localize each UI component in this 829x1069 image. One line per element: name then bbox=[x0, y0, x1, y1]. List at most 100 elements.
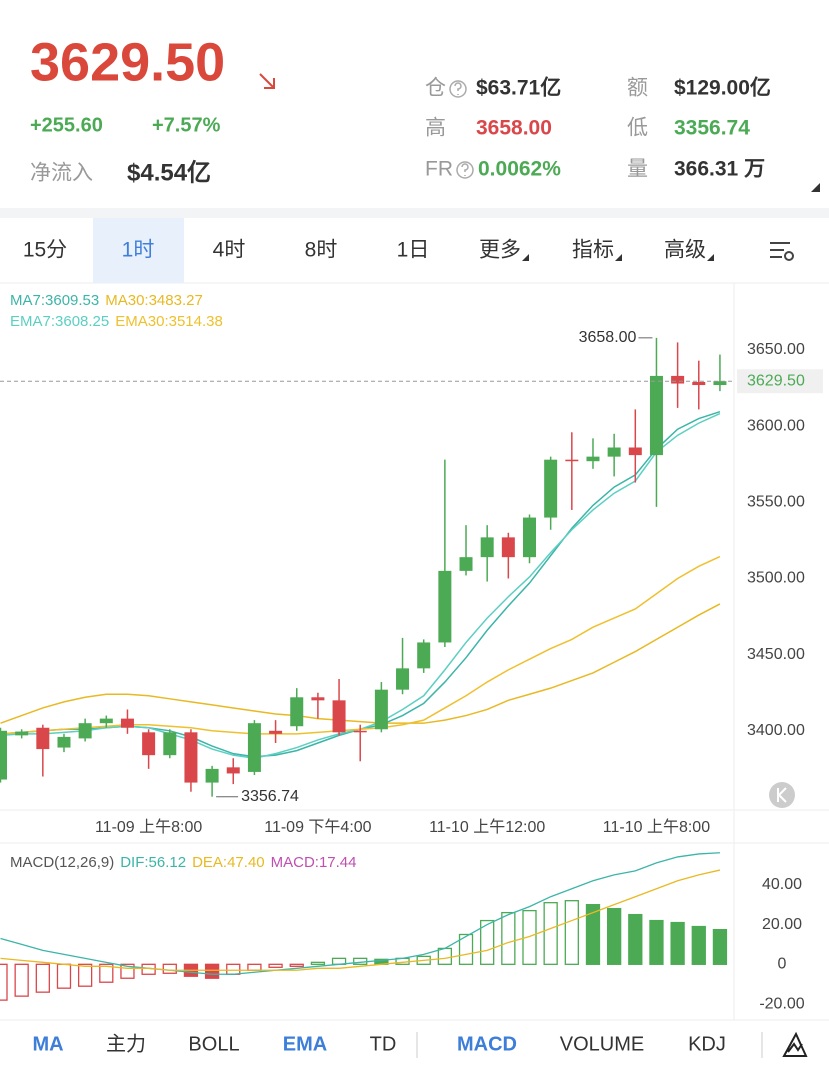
candle-body bbox=[374, 689, 388, 730]
x-tick-label: 11-09 上午8:00 bbox=[95, 818, 202, 836]
candle-body bbox=[396, 668, 410, 690]
tab[interactable]: 高级 bbox=[664, 239, 706, 262]
candle-body bbox=[205, 768, 219, 783]
macd-bar bbox=[564, 900, 579, 965]
draw-icon[interactable] bbox=[782, 1031, 808, 1057]
ma-line bbox=[0, 603, 721, 724]
dropdown-triangle bbox=[615, 254, 622, 261]
candle-body bbox=[36, 727, 50, 750]
stat-label: 高 bbox=[425, 117, 446, 140]
indicator-tab[interactable]: EMA bbox=[283, 1033, 327, 1055]
legend-entry: MACD:17.44 bbox=[271, 854, 357, 871]
legend-entry: MACD(12,26,9) bbox=[10, 854, 114, 871]
candle-body bbox=[544, 459, 558, 518]
settings-icon[interactable] bbox=[770, 242, 794, 261]
legend-entry: DEA:47.40 bbox=[192, 854, 265, 871]
macd-bar bbox=[77, 963, 93, 987]
indicator-tab[interactable]: 主力 bbox=[106, 1032, 146, 1055]
indicator-tab[interactable]: VOLUME bbox=[560, 1033, 644, 1055]
candle-body bbox=[713, 381, 727, 386]
x-tick-label: 11-09 下午4:00 bbox=[264, 818, 371, 836]
stat-label: FR bbox=[425, 158, 453, 181]
candle-body bbox=[142, 732, 156, 756]
candle-body bbox=[311, 697, 325, 701]
candle-body bbox=[226, 767, 240, 774]
stat-value: 3658.00 bbox=[476, 117, 552, 140]
indicator-tab[interactable]: MA bbox=[32, 1033, 63, 1055]
tab[interactable]: 指标 bbox=[572, 239, 614, 262]
expand-triangle[interactable] bbox=[811, 183, 820, 192]
macd-line bbox=[0, 852, 720, 975]
indicator-tab[interactable]: TD bbox=[370, 1033, 397, 1055]
macd-bar bbox=[522, 909, 537, 965]
candle-body bbox=[523, 517, 536, 558]
y-tick-label: 3500.00 bbox=[747, 570, 805, 587]
down-arrow bbox=[259, 73, 275, 89]
indicator-tab[interactable]: KDJ bbox=[688, 1033, 726, 1055]
indicator-tab[interactable]: MACD bbox=[457, 1033, 517, 1055]
tab-active-bg bbox=[93, 218, 184, 283]
x-tick-label: 11-10 上午8:00 bbox=[603, 818, 710, 836]
candle-body bbox=[0, 730, 7, 780]
tab[interactable]: 1时 bbox=[122, 239, 155, 262]
macd-bar bbox=[268, 963, 283, 968]
ma-line bbox=[0, 412, 721, 759]
candle-body bbox=[607, 447, 621, 457]
macd-bar bbox=[0, 963, 8, 1001]
y-tick-label: 3550.00 bbox=[747, 494, 805, 511]
candle-body bbox=[247, 723, 261, 772]
macd-bar bbox=[649, 919, 664, 965]
candle-body bbox=[565, 459, 579, 462]
macd-bar bbox=[543, 902, 558, 965]
candle-body bbox=[120, 718, 134, 728]
legend-entry: MA30:3483.27 bbox=[105, 292, 203, 309]
annotation: 3356.74 bbox=[241, 788, 299, 805]
y-tick-label: 0 bbox=[778, 956, 787, 973]
help-mark bbox=[461, 163, 469, 176]
help-icon[interactable] bbox=[456, 161, 474, 179]
candle-body bbox=[57, 736, 71, 748]
candle-body bbox=[649, 375, 663, 456]
tab[interactable]: 15分 bbox=[23, 239, 67, 262]
candle-body bbox=[353, 730, 367, 733]
inflow-value: $4.54亿 bbox=[127, 159, 211, 186]
tab[interactable]: 更多 bbox=[479, 239, 521, 262]
macd-bar bbox=[35, 963, 50, 993]
macd-bar bbox=[289, 963, 304, 967]
stat-value: 0.0062% bbox=[478, 158, 561, 181]
macd-bar bbox=[585, 904, 601, 965]
indicator-tab[interactable]: BOLL bbox=[188, 1033, 239, 1055]
candle-body bbox=[163, 732, 177, 756]
tab[interactable]: 4时 bbox=[213, 239, 246, 262]
candle-body bbox=[501, 537, 515, 558]
y-tick-label: 3400.00 bbox=[747, 722, 805, 739]
candle-body bbox=[332, 700, 346, 733]
y-tick-label: 3650.00 bbox=[747, 341, 805, 358]
macd-bar bbox=[606, 907, 622, 965]
last-price-label: 3629.50 bbox=[747, 372, 805, 389]
k-button[interactable] bbox=[769, 782, 795, 808]
price: 3629.50 bbox=[30, 32, 225, 92]
candle-body bbox=[459, 557, 473, 571]
macd-bar bbox=[712, 928, 728, 965]
legend-entry: EMA7:3608.25 bbox=[10, 313, 109, 330]
macd-bar bbox=[670, 921, 685, 965]
candle-body bbox=[438, 570, 452, 643]
macd-bar bbox=[480, 919, 495, 965]
candle-body bbox=[586, 456, 600, 462]
y-tick-label: -20.00 bbox=[759, 995, 804, 1012]
tab[interactable]: 8时 bbox=[305, 239, 338, 262]
dropdown-triangle bbox=[522, 254, 529, 261]
stat-value: 3356.74 bbox=[674, 117, 750, 140]
dropdown-triangle bbox=[707, 254, 714, 261]
tab[interactable]: 1日 bbox=[397, 239, 430, 262]
candle-body bbox=[290, 697, 304, 727]
help-icon[interactable] bbox=[449, 80, 467, 98]
y-tick-label: 40.00 bbox=[762, 876, 802, 893]
macd-bar bbox=[56, 963, 72, 989]
y-tick-label: 3600.00 bbox=[747, 417, 805, 434]
stat-label: 量 bbox=[627, 158, 648, 181]
candle-body bbox=[692, 382, 706, 386]
help-mark bbox=[454, 82, 462, 95]
